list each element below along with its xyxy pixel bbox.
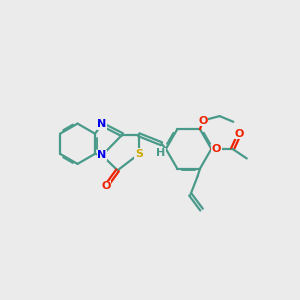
- Text: O: O: [198, 116, 208, 125]
- Text: O: O: [212, 144, 221, 154]
- Text: H: H: [156, 148, 165, 158]
- Text: O: O: [101, 182, 111, 191]
- Text: N: N: [98, 119, 107, 129]
- Text: S: S: [135, 149, 143, 159]
- Text: O: O: [234, 129, 244, 139]
- Text: N: N: [98, 150, 107, 161]
